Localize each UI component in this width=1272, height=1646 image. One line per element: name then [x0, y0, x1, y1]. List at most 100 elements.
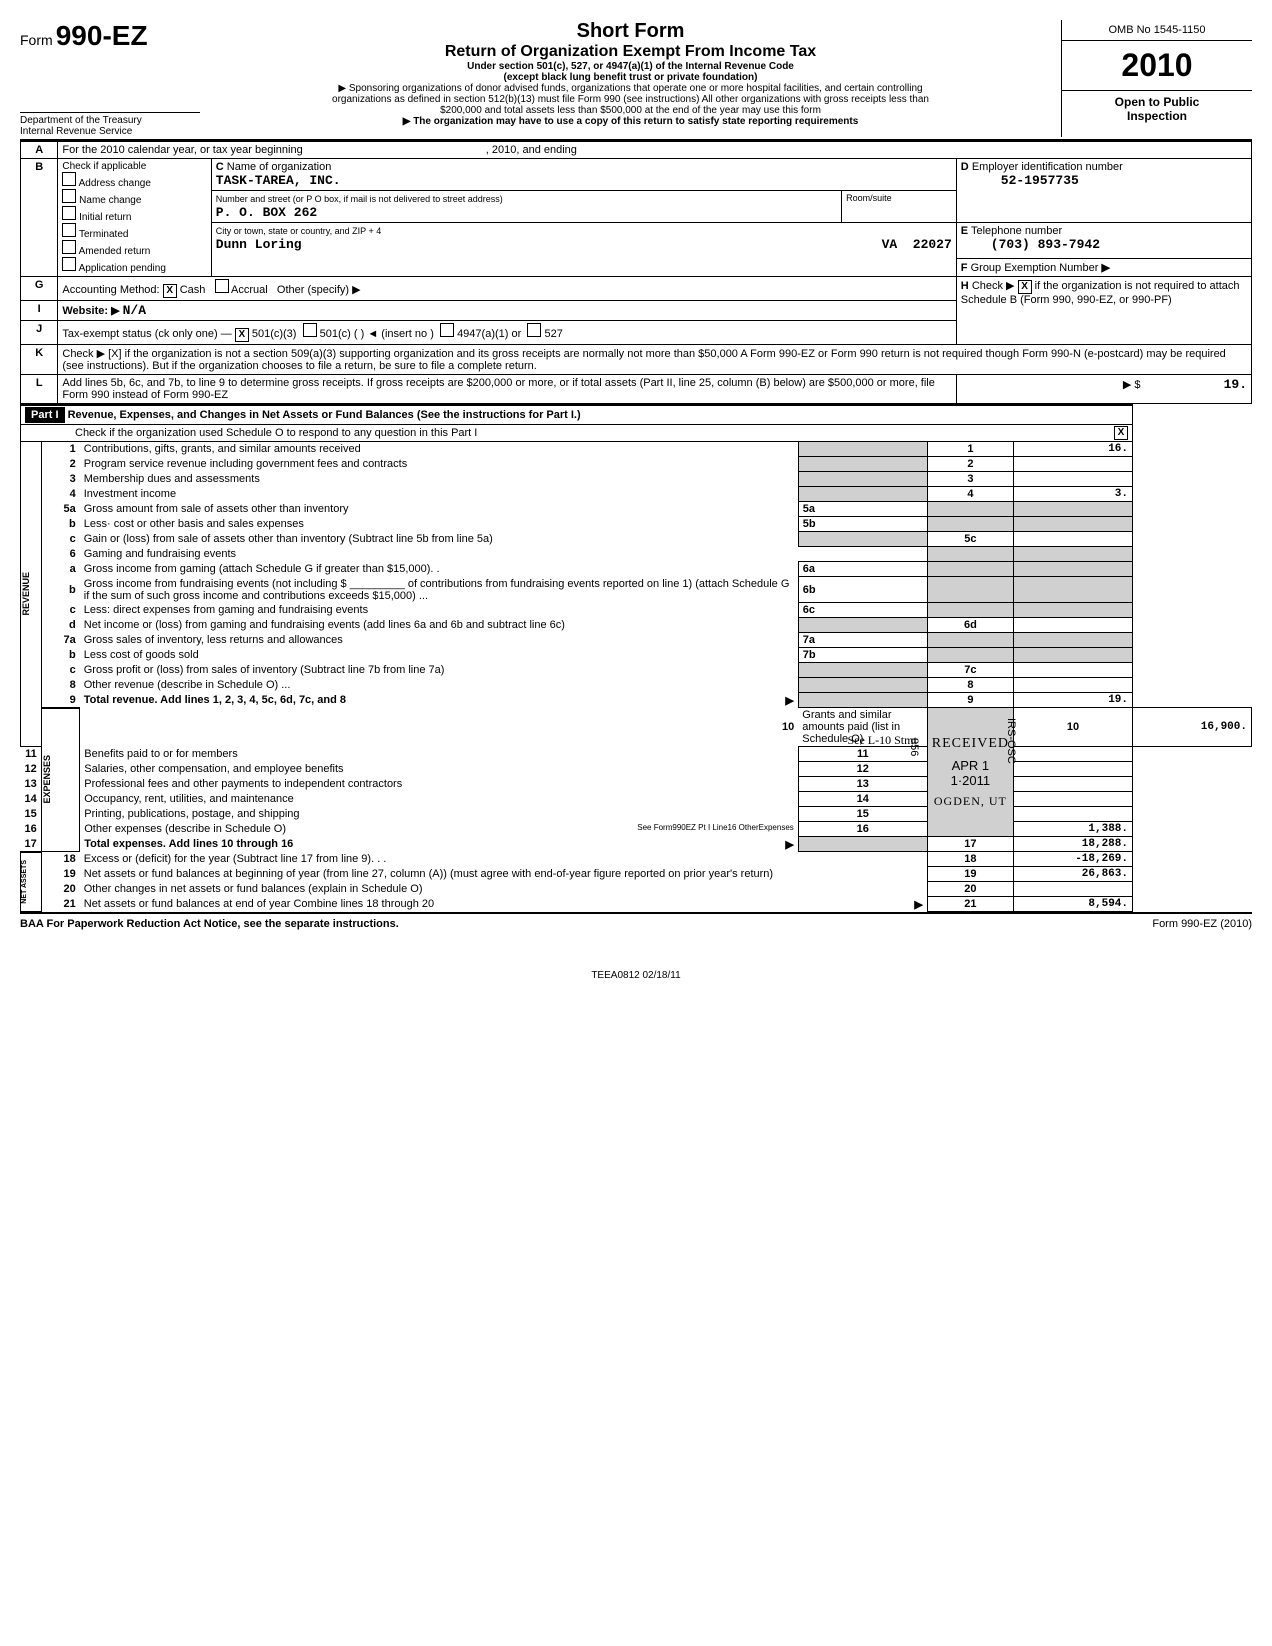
line7b-text: Less cost of goods sold	[80, 648, 799, 663]
c-label: Name of organization	[227, 161, 332, 173]
title-except: (except black lung benefit trust or priv…	[200, 72, 1061, 83]
j-4947: 4947(a)(1) or	[457, 328, 521, 340]
line6d-text: Net income or (loss) from gaming and fun…	[80, 618, 799, 633]
line12-text: Salaries, other compensation, and employ…	[80, 762, 799, 777]
line5b-text: Less· cost or other basis and sales expe…	[80, 517, 799, 532]
line21-text: Net assets or fund balances at end of ye…	[84, 898, 434, 910]
website: N/A	[123, 303, 146, 318]
e-label: Telephone number	[971, 225, 1062, 237]
j-527: 527	[544, 328, 562, 340]
line4-text: Investment income	[80, 487, 799, 502]
l-val: 19.	[1144, 377, 1247, 392]
line17-text: Total expenses. Add lines 10 through 16	[84, 838, 293, 850]
phone: (703) 893-7942	[961, 237, 1100, 252]
line18-text: Excess or (deficit) for the year (Subtra…	[80, 852, 928, 867]
l-text: Add lines 5b, 6c, and 7b, to line 9 to d…	[58, 375, 956, 404]
title-return: Return of Organization Exempt From Incom…	[200, 43, 1061, 61]
part1-label: Part I	[25, 407, 65, 423]
cb-cash[interactable]: X	[163, 284, 177, 298]
cb-accrual[interactable]	[215, 279, 229, 293]
side-expenses: EXPENSES	[42, 755, 52, 804]
part1-title: Revenue, Expenses, and Changes in Net As…	[68, 409, 581, 421]
copy-note: ▶ The organization may have to use a cop…	[200, 116, 1061, 127]
cb-amended[interactable]	[62, 240, 76, 254]
line5c-text: Gain or (loss) from sale of assets other…	[80, 532, 799, 547]
b-name: Name change	[79, 195, 141, 206]
cb-h[interactable]: X	[1018, 280, 1032, 294]
form-prefix: Form	[20, 32, 53, 48]
open-public: Open to Public	[1115, 95, 1200, 109]
title-under: Under section 501(c), 527, or 4947(a)(1)…	[200, 61, 1061, 72]
line10-note: See L-10 Stmt	[847, 733, 916, 748]
title-short-form: Short Form	[200, 20, 1061, 43]
b-amended: Amended return	[79, 246, 151, 257]
b-terminated: Terminated	[79, 229, 128, 240]
street-label: Number and street (or P O box, if mail i…	[216, 194, 503, 204]
dept-treasury: Department of the Treasury	[20, 112, 200, 126]
cb-schedule-o[interactable]: X	[1114, 426, 1128, 440]
id-section: A For the 2010 calendar year, or tax yea…	[20, 141, 1252, 404]
form-header: Form 990-EZ Department of the Treasury I…	[20, 20, 1252, 141]
j-label: Tax-exempt status (ck only one) —	[62, 328, 231, 340]
line21-val: 8,594.	[1014, 897, 1133, 912]
line20-text: Other changes in net assets or fund bala…	[80, 882, 928, 897]
sponsor-note: ▶ Sponsoring organizations of donor advi…	[311, 83, 951, 116]
city: Dunn Loring	[216, 237, 302, 252]
stamp-ogden: OGDEN, UT	[932, 794, 1009, 809]
stamp-code: 856	[908, 738, 920, 756]
line6b-text: Gross income from fundraising events (no…	[80, 577, 799, 603]
cb-pending[interactable]	[62, 257, 76, 271]
line6-text: Gaming and fundraising events	[80, 547, 928, 562]
d-label: Employer identification number	[972, 161, 1123, 173]
zip: 22027	[913, 237, 952, 252]
j-501c: 501(c) (	[320, 328, 358, 340]
ein: 52-1957735	[961, 173, 1079, 188]
line13-text: Professional fees and other payments to …	[80, 777, 799, 792]
b-label: Check if applicable	[62, 161, 206, 172]
form-number: 990-EZ	[56, 20, 148, 51]
state: VA	[882, 237, 898, 252]
cb-name[interactable]	[62, 189, 76, 203]
line7c-text: Gross profit or (loss) from sales of inv…	[80, 663, 799, 678]
street: P. O. BOX 262	[216, 205, 317, 220]
f-label: Group Exemption Number	[971, 262, 1099, 274]
org-name: TASK-TAREA, INC.	[216, 173, 341, 188]
h-label: Check ▶	[972, 280, 1015, 292]
cb-terminated[interactable]	[62, 223, 76, 237]
line5a-text: Gross amount from sale of assets other t…	[80, 502, 799, 517]
side-netassets: NET ASSETS	[21, 860, 28, 904]
cb-4947[interactable]	[440, 323, 454, 337]
line16-text: Other expenses (describe in Schedule O)	[84, 823, 286, 835]
stamp-irsosc: IRS-OSC	[1005, 718, 1017, 764]
form-page: Form 990-EZ Department of the Treasury I…	[20, 20, 1252, 981]
line4-val: 3.	[1014, 487, 1133, 502]
line9-text: Total revenue. Add lines 1, 2, 3, 4, 5c,…	[84, 694, 346, 706]
cb-initial[interactable]	[62, 206, 76, 220]
cb-address[interactable]	[62, 172, 76, 186]
footer: BAA For Paperwork Reduction Act Notice, …	[20, 912, 1252, 930]
line15-text: Printing, publications, postage, and shi…	[80, 807, 799, 822]
b-pending: Application pending	[79, 263, 166, 274]
stamp-date: APR 1 1·2011	[932, 758, 1009, 788]
line19-val: 26,863.	[1014, 867, 1133, 882]
line2-text: Program service revenue including govern…	[80, 457, 799, 472]
line11-text: Benefits paid to or for members	[80, 747, 799, 762]
b-initial: Initial return	[79, 212, 131, 223]
footer-form: Form 990-EZ (2010)	[1152, 918, 1252, 930]
line16-note: See Form990EZ Pt I Line16 OtherExpenses	[637, 823, 794, 832]
cb-527[interactable]	[527, 323, 541, 337]
irs-label: Internal Revenue Service	[20, 126, 200, 137]
i-label: Website: ▶	[62, 305, 119, 317]
b-address: Address change	[79, 178, 151, 189]
stamp-received: RECEIVED	[932, 736, 1009, 752]
line19-text: Net assets or fund balances at beginning…	[80, 867, 928, 882]
city-label: City or town, state or country, and ZIP …	[216, 226, 382, 236]
line6a-text: Gross income from gaming (attach Schedul…	[80, 562, 799, 577]
line16-val: 1,388.	[1014, 822, 1133, 837]
footer-teea: TEEA0812 02/18/11	[20, 970, 1252, 981]
line10-val: 16,900.	[1133, 708, 1252, 747]
cb-501c[interactable]	[303, 323, 317, 337]
footer-baa: BAA For Paperwork Reduction Act Notice, …	[20, 918, 399, 930]
cb-501c3[interactable]: X	[235, 328, 249, 342]
line7a-text: Gross sales of inventory, less returns a…	[80, 633, 799, 648]
